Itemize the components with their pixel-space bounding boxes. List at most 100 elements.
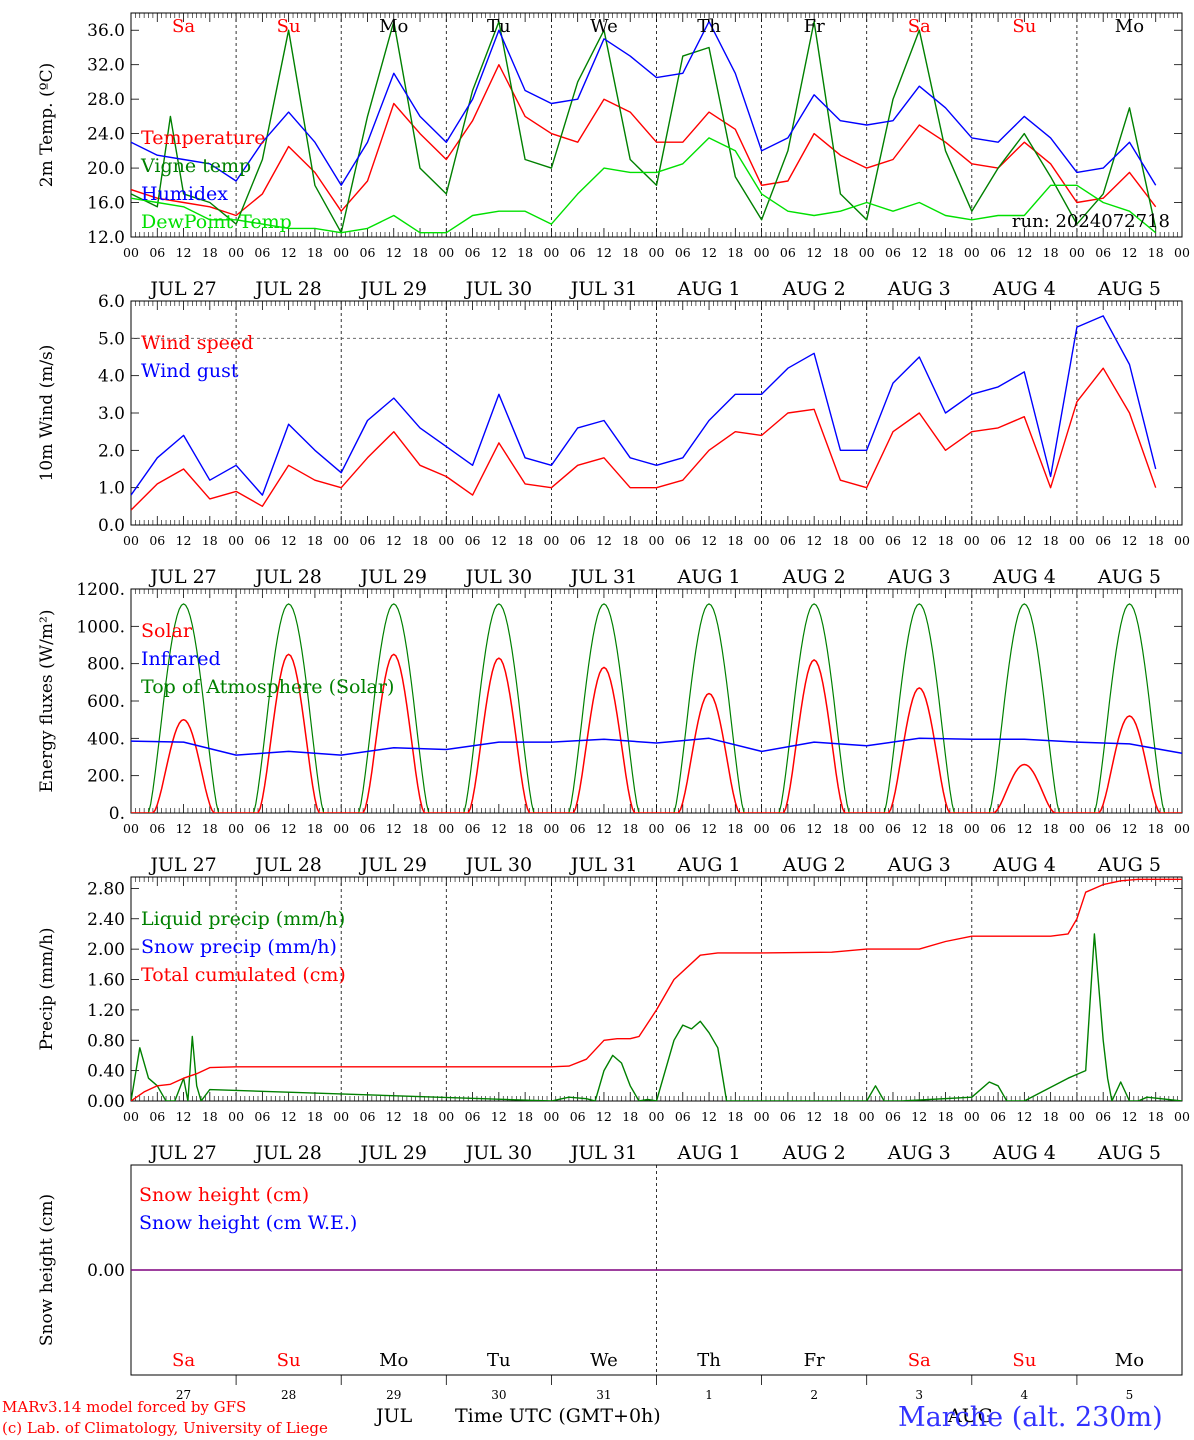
hour-tick-label: 00: [1069, 1109, 1085, 1124]
hour-tick-label: 00: [754, 245, 770, 260]
series-line-2: [131, 315, 1157, 496]
series-line-1: [131, 367, 1157, 511]
date-label: JUL 29: [359, 566, 427, 588]
day-number: 27: [176, 1388, 191, 1402]
date-label: AUG 2: [782, 1142, 846, 1164]
hour-tick-label: 18: [1043, 533, 1059, 548]
date-label: JUL 29: [359, 1142, 427, 1164]
y-tick-label: 1.0: [98, 479, 125, 499]
y-tick-label: 1000.: [76, 617, 125, 637]
hour-tick-label: 00: [964, 821, 980, 836]
y-tick-label: 4.0: [98, 367, 125, 387]
hour-tick-label: 18: [202, 821, 218, 836]
hour-tick-label: 00: [123, 245, 139, 260]
day-name: We: [590, 16, 618, 37]
hour-tick-label: 12: [1121, 533, 1137, 548]
hour-tick-label: 18: [832, 821, 848, 836]
hour-tick-label: 18: [622, 245, 638, 260]
series-layer: [131, 878, 1182, 1101]
hour-tick-label: 06: [465, 1109, 481, 1124]
hour-tick-label: 12: [1121, 245, 1137, 260]
hour-tick-label: 18: [307, 1109, 323, 1124]
hour-tick-label: 06: [570, 245, 586, 260]
hour-tick-label: 06: [149, 245, 165, 260]
hour-tick-label: 12: [806, 1109, 822, 1124]
hour-tick-label: 00: [1069, 245, 1085, 260]
hour-tick-label: 00: [228, 533, 244, 548]
solar-line: [131, 653, 1182, 813]
hour-tick-label: 00: [859, 1109, 875, 1124]
day-name-bottom: We: [590, 1350, 618, 1371]
hour-tick-label: 18: [517, 821, 533, 836]
date-label: JUL 29: [359, 854, 427, 876]
date-label: JUL 28: [253, 854, 321, 876]
hour-tick-label: 00: [859, 821, 875, 836]
hour-tick-label: 00: [333, 1109, 349, 1124]
hour-tick-label: 06: [675, 533, 691, 548]
hour-tick-label: 06: [254, 533, 270, 548]
date-label: JUL 27: [148, 854, 216, 876]
hour-tick-label: 18: [1148, 821, 1164, 836]
hour-tick-label: 06: [360, 533, 376, 548]
hour-tick-label: 12: [176, 821, 192, 836]
hour-tick-label: 06: [1095, 1109, 1111, 1124]
panel-frame: [130, 588, 1183, 814]
hour-tick-label: 18: [1148, 245, 1164, 260]
hour-tick-label: 00: [754, 1109, 770, 1124]
date-label: AUG 3: [887, 566, 951, 588]
hour-tick-label: 18: [938, 821, 954, 836]
hour-tick-label: 18: [1148, 533, 1164, 548]
y-axis-label: 2m Temp. (ºC): [37, 63, 57, 188]
y-tick-label: 2.40: [87, 910, 125, 930]
hour-tick-label: 06: [990, 245, 1006, 260]
date-label: JUL 27: [148, 1142, 216, 1164]
y-tick-label: 5.0: [98, 329, 125, 349]
hour-tick-label: 06: [780, 821, 796, 836]
hour-tick-label: 06: [1095, 821, 1111, 836]
hour-tick-label: 00: [649, 245, 665, 260]
hour-tick-label: 18: [307, 245, 323, 260]
y-tick-label: 16.0: [87, 194, 125, 214]
day-number: 5: [1126, 1388, 1134, 1402]
hour-tick-label: 06: [149, 1109, 165, 1124]
date-label: JUL 28: [253, 278, 321, 300]
hour-tick-label: 12: [911, 533, 927, 548]
panel-2: 0.0 1.0 2.0 3.0 4.0 5.0 6.0 10m Wind (m/s) 00 06 1…: [37, 292, 1190, 588]
date-label: AUG 5: [1097, 566, 1161, 588]
hour-tick-label: 12: [176, 533, 192, 548]
hour-tick-label: 06: [1095, 245, 1111, 260]
hour-tick-label: 12: [491, 821, 507, 836]
hour-tick-label: 00: [228, 821, 244, 836]
day-number: 28: [281, 1388, 296, 1402]
series-line-3: [131, 20, 1157, 187]
hour-tick-label: 12: [806, 821, 822, 836]
legend-entry: Temperature: [141, 127, 265, 149]
hour-tick-label: 00: [438, 1109, 454, 1124]
series-layer: [131, 603, 1182, 813]
hour-tick-label: 00: [1174, 1109, 1190, 1124]
legend-entry: Snow precip (mm/h): [141, 936, 337, 958]
hour-tick-label: 12: [491, 533, 507, 548]
y-tick-label: 200.: [87, 767, 125, 787]
run-label: run: 2024072718: [1012, 211, 1170, 232]
hour-tick-label: 18: [307, 533, 323, 548]
day-name-bottom: Tu: [487, 1350, 511, 1371]
day-name: Tu: [487, 16, 511, 37]
day-name-bottom: Sa: [172, 1350, 195, 1371]
y-tick-label: 0.: [109, 804, 125, 824]
panel-3: 0. 200. 400. 600. 800. 1000. 1200. Energy fluxe…: [37, 580, 1190, 876]
hour-tick-label: 06: [570, 1109, 586, 1124]
y-tick-label: 0.00: [87, 1261, 125, 1281]
date-label: AUG 1: [677, 278, 741, 300]
y-tick-label: 24.0: [87, 125, 125, 145]
day-number: 1: [705, 1388, 713, 1402]
hour-tick-label: 06: [990, 1109, 1006, 1124]
y-tick-label: 28.0: [87, 90, 125, 110]
hour-tick-label: 06: [885, 245, 901, 260]
hour-tick-label: 12: [596, 1109, 612, 1124]
legend-entry: Snow height (cm): [139, 1184, 309, 1206]
toa-solar-line: [131, 603, 1182, 813]
series-line-3: [131, 878, 1182, 1101]
hour-tick-label: 00: [438, 821, 454, 836]
legend-entry: Wind speed: [141, 332, 253, 354]
